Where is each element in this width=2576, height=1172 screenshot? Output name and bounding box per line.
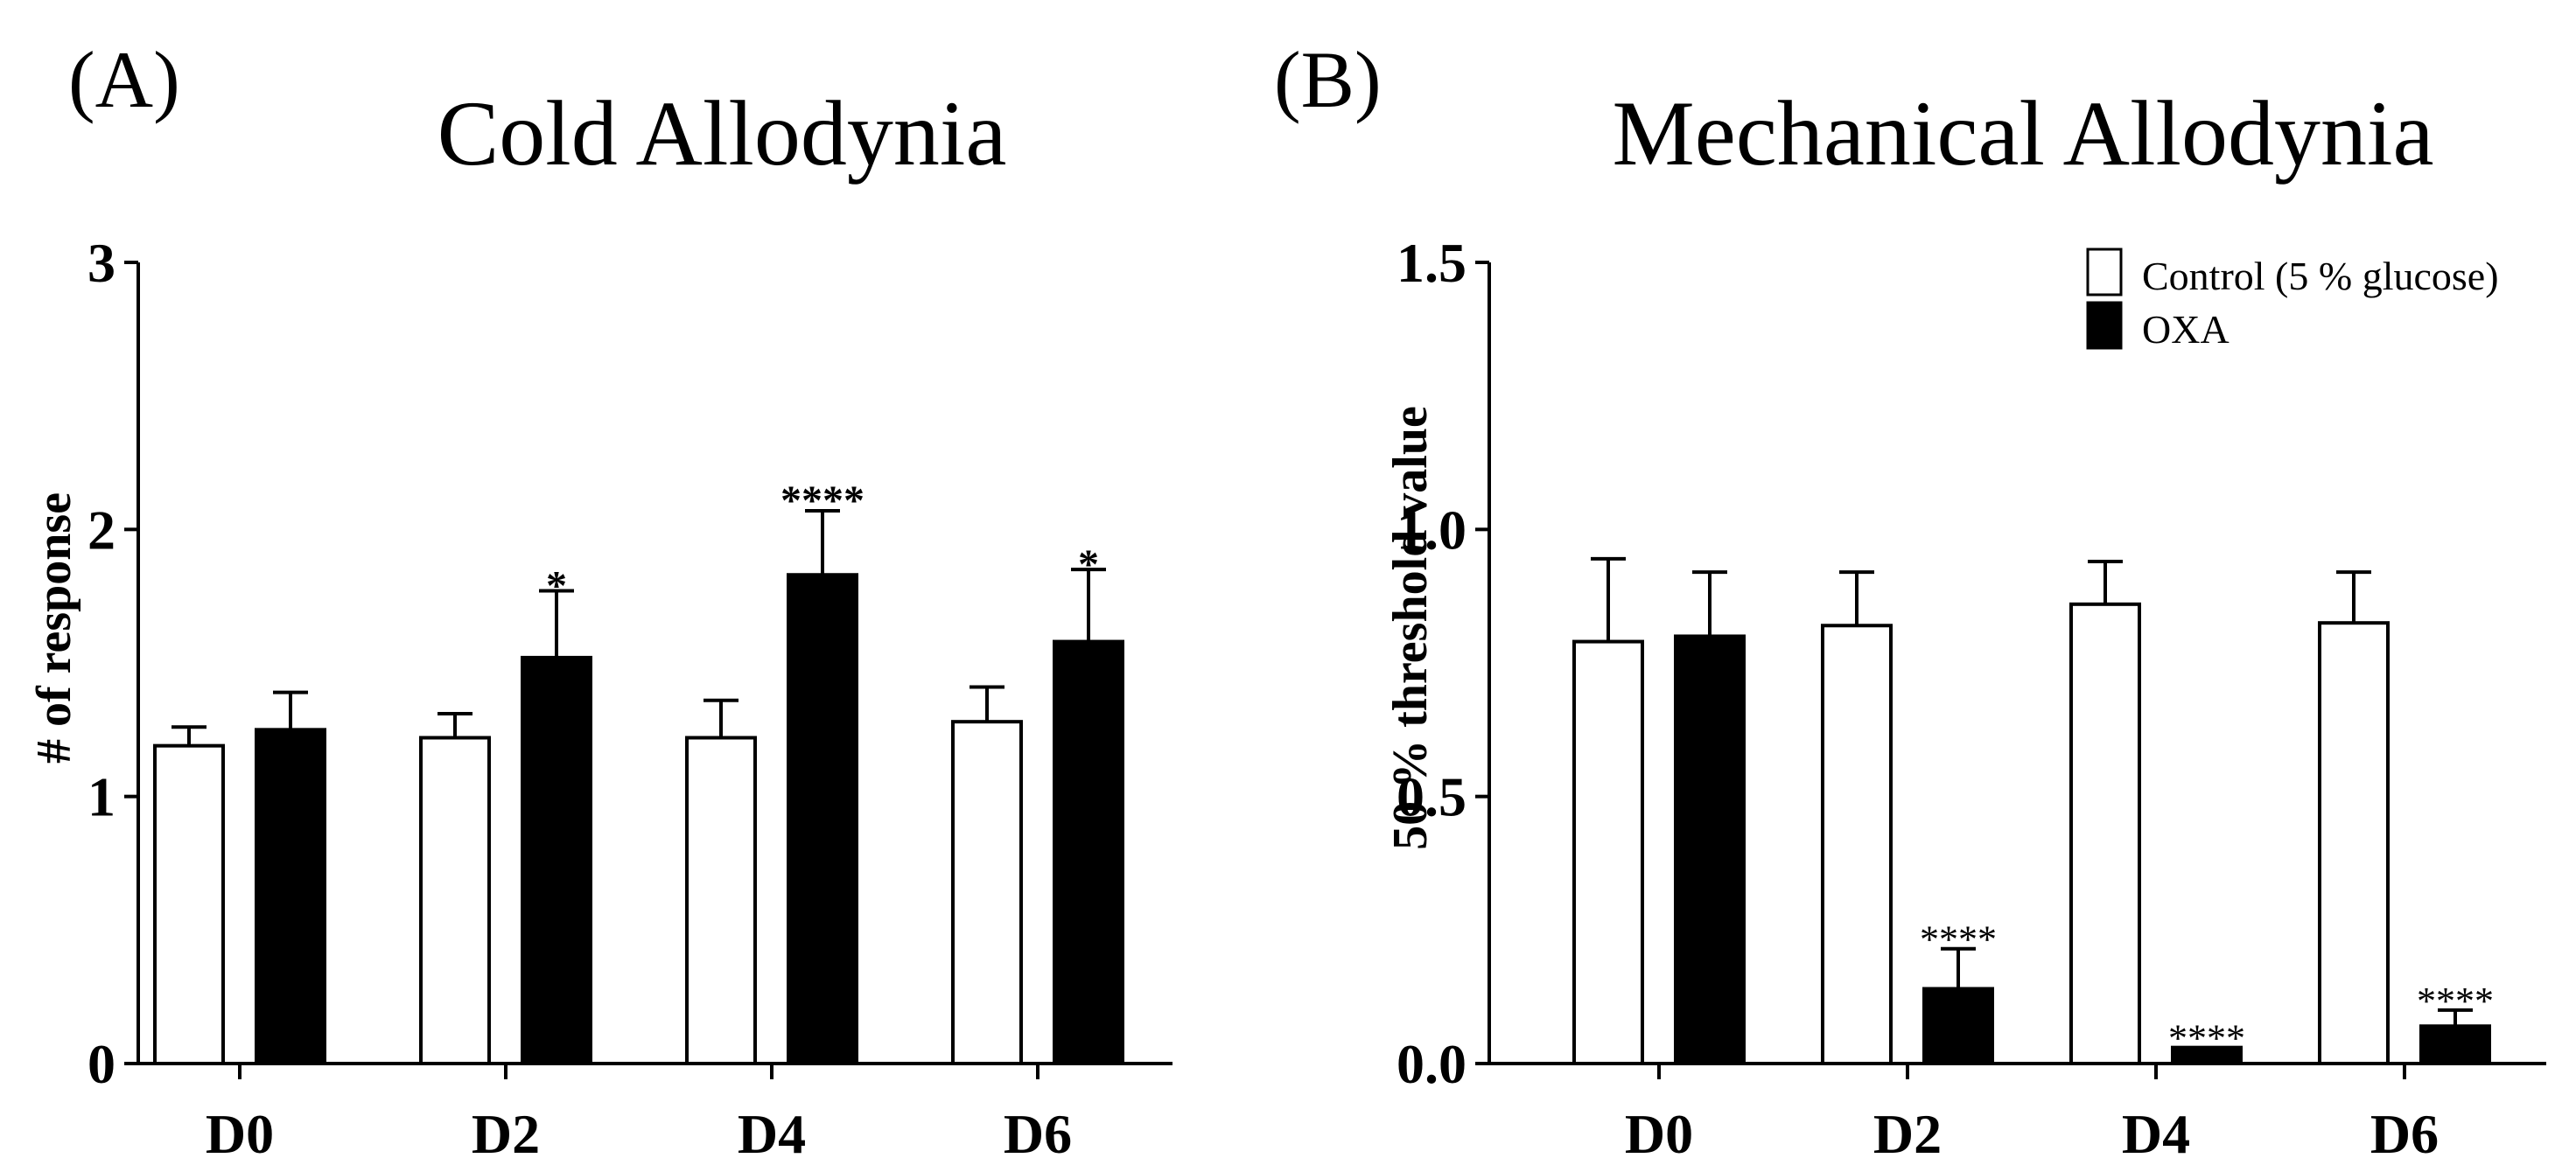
b-significance-label: **** bbox=[2168, 1017, 2245, 1060]
b-bar-control bbox=[1572, 639, 1644, 1065]
panel-b-title: Mechanical Allodynia bbox=[1613, 82, 2434, 185]
a-significance-label: **** bbox=[780, 478, 864, 524]
a-x-tick-label: D4 bbox=[738, 1103, 806, 1165]
b-significance-label: **** bbox=[2417, 980, 2494, 1022]
b-x-tick-label: D6 bbox=[2370, 1103, 2439, 1165]
b-bar-control bbox=[1821, 624, 1893, 1066]
a-x-tick-label: D6 bbox=[1004, 1103, 1072, 1165]
a-bar-oxa bbox=[521, 655, 592, 1065]
a-y-tick-label: 3 bbox=[88, 232, 116, 294]
panel-a-title: Cold Allodynia bbox=[438, 82, 1007, 185]
panel-a-ylabel: # of response bbox=[27, 492, 81, 764]
legend-control-swatch bbox=[2086, 248, 2123, 296]
b-y-tick-label: 1.0 bbox=[1396, 499, 1466, 561]
a-significance-label: * bbox=[546, 563, 567, 610]
plot-mechanical-allodynia: 0.0 0.5 1.0 1.5 D0 D2 D4 D6 **** **** **** bbox=[1396, 232, 2546, 1165]
a-bar-control bbox=[419, 736, 491, 1065]
b-y-tick-label: 0.0 bbox=[1396, 1033, 1466, 1095]
a-bar-control bbox=[685, 736, 757, 1065]
a-bar-oxa bbox=[787, 573, 858, 1065]
b-bar-control bbox=[2069, 602, 2141, 1065]
b-y-tick-label: 1.5 bbox=[1396, 232, 1466, 294]
b-bar-oxa bbox=[2419, 1024, 2491, 1065]
panel-b-ylabel: 50 % threshold value bbox=[1383, 406, 1438, 850]
a-x-tick-label: D0 bbox=[206, 1103, 274, 1165]
a-bar-oxa bbox=[255, 728, 326, 1065]
b-significance-label: **** bbox=[1920, 918, 1997, 961]
legend-control-label: Control (5 % glucose) bbox=[2142, 254, 2499, 298]
a-y-tick-label: 1 bbox=[88, 766, 116, 828]
b-x-tick-label: D0 bbox=[1625, 1103, 1693, 1165]
panel-a-label: (A) bbox=[68, 35, 180, 124]
a-bar-control bbox=[951, 720, 1023, 1065]
legend-oxa-swatch bbox=[2086, 301, 2123, 350]
a-y-tick-label: 0 bbox=[88, 1033, 116, 1095]
b-x-tick-label: D2 bbox=[1873, 1103, 1942, 1165]
a-x-tick-label: D2 bbox=[472, 1103, 540, 1165]
b-bar-control bbox=[2318, 621, 2390, 1065]
b-y-tick-label: 0.5 bbox=[1396, 766, 1466, 828]
b-bar-oxa bbox=[1922, 987, 1994, 1066]
a-y-tick-label: 2 bbox=[88, 499, 116, 561]
a-significance-label: * bbox=[1078, 541, 1099, 588]
b-bar-oxa bbox=[2171, 1045, 2243, 1066]
panel-b-label: (B) bbox=[1274, 35, 1382, 124]
a-bar-oxa bbox=[1053, 639, 1124, 1065]
b-x-tick-label: D4 bbox=[2122, 1103, 2190, 1165]
a-bar-control bbox=[153, 743, 225, 1065]
b-bar-oxa bbox=[1674, 634, 1746, 1065]
legend-oxa-label: OXA bbox=[2142, 307, 2230, 352]
